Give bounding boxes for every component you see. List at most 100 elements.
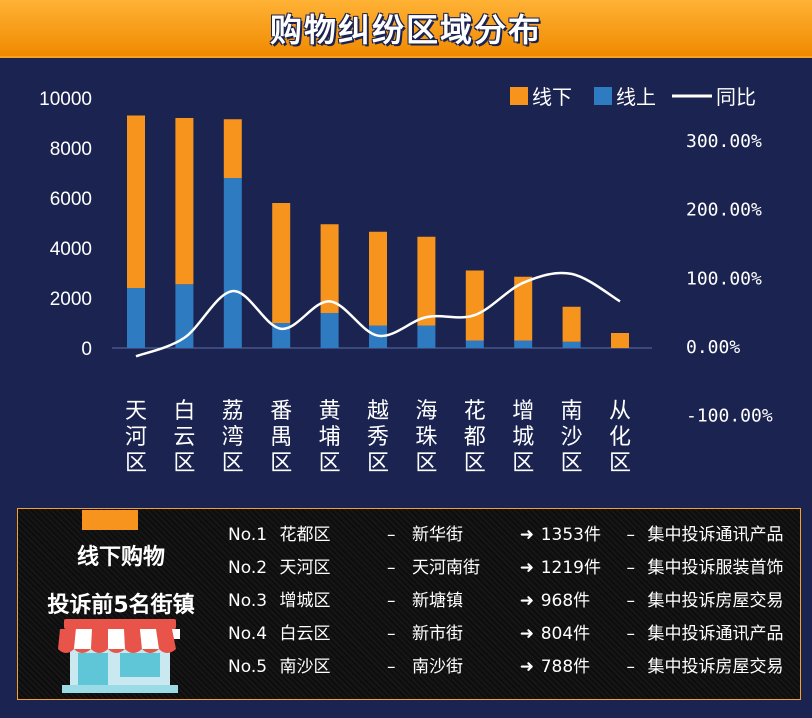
x-tick-label: 荔 bbox=[222, 399, 244, 424]
x-tick-label: 秀 bbox=[367, 425, 389, 450]
x-tick-label: 化 bbox=[609, 425, 631, 450]
ranking-no: No.3 bbox=[228, 591, 268, 611]
ranking-no: No.2 bbox=[228, 558, 268, 578]
yoy-line bbox=[135, 271, 621, 358]
x-tick-label: 河 bbox=[125, 425, 147, 450]
ranking-dash2: – bbox=[626, 657, 635, 677]
ranking-dash2: – bbox=[626, 591, 635, 611]
ranking-dash1: – bbox=[387, 558, 396, 578]
y-tick-label: 10000 bbox=[39, 89, 92, 110]
y-tick-label: 2000 bbox=[50, 289, 92, 310]
x-tick-label: 南 bbox=[561, 399, 583, 424]
x-tick-label: 区 bbox=[173, 451, 195, 476]
x-tick-label: 越 bbox=[367, 399, 389, 424]
ranking-note: 集中投诉房屋交易 bbox=[647, 591, 784, 611]
x-tick-label: 增 bbox=[512, 399, 534, 424]
x-tick-label: 云 bbox=[173, 425, 195, 450]
x-tick-label: 禺 bbox=[270, 425, 292, 450]
x-tick-label: 黄 bbox=[319, 399, 341, 424]
ranking-arrow: ➜ bbox=[519, 657, 534, 677]
ranking-note: 集中投诉服装首饰 bbox=[647, 558, 784, 578]
x-tick-label: 白 bbox=[173, 399, 195, 424]
bar-offline bbox=[611, 333, 629, 348]
bar-online bbox=[175, 284, 194, 348]
y-tick-label: 0 bbox=[81, 339, 92, 360]
title-bar: 购物纠纷区域分布 bbox=[0, 0, 812, 58]
page-title: 购物纠纷区域分布 bbox=[269, 11, 542, 49]
ranking-no: No.4 bbox=[228, 624, 268, 644]
ranking-street: 新塘镇 bbox=[412, 591, 464, 611]
x-tick-label: 从 bbox=[609, 399, 631, 424]
ranking-note: 集中投诉通讯产品 bbox=[647, 624, 784, 644]
x-tick-label: 珠 bbox=[415, 425, 437, 450]
x-tick-label: 区 bbox=[367, 451, 389, 476]
ranking-row: No.5 南沙区 – 南沙街 ➜ 788件 – 集中投诉房屋交易 bbox=[228, 651, 796, 684]
ranking-dash1: – bbox=[387, 657, 396, 677]
x-tick-label: 湾 bbox=[222, 425, 244, 450]
ranking-dash2: – bbox=[626, 525, 635, 545]
bar-offline bbox=[562, 306, 581, 342]
ranking-row: No.3 增城区 – 新塘镇 ➜ 968件 – 集中投诉房屋交易 bbox=[228, 585, 796, 618]
y-tick-label: 8000 bbox=[50, 139, 92, 160]
legend-label: 线下 bbox=[532, 85, 572, 109]
bar-offline bbox=[514, 276, 533, 341]
legend-label: 线上 bbox=[616, 85, 656, 109]
ranking-count: 804件 bbox=[540, 624, 591, 644]
ranking-dash2: – bbox=[626, 624, 635, 644]
ranking-arrow: ➜ bbox=[519, 558, 534, 578]
ranking-district: 增城区 bbox=[279, 591, 331, 611]
bar-offline bbox=[465, 270, 484, 341]
ranking-count: 1219件 bbox=[540, 558, 601, 578]
ranking-street: 新市街 bbox=[412, 624, 464, 644]
ranking-street: 天河南街 bbox=[412, 558, 481, 578]
x-tick-label: 区 bbox=[561, 451, 583, 476]
x-tick-label: 区 bbox=[222, 451, 244, 476]
ranking-title-line1: 线下购物 bbox=[76, 545, 165, 570]
ranking-count: 1353件 bbox=[540, 525, 601, 545]
ranking-row: No.1 花都区 – 新华街 ➜ 1353件 – 集中投诉通讯产品 bbox=[228, 519, 796, 552]
legend-label: 同比 bbox=[716, 85, 756, 109]
x-tick-label: 埔 bbox=[319, 425, 341, 450]
ranking-arrow: ➜ bbox=[519, 624, 534, 644]
y2-tick-label: -100.00% bbox=[686, 406, 773, 427]
bar-online bbox=[562, 341, 581, 348]
bar-offline bbox=[175, 118, 194, 285]
ranking-count: 968件 bbox=[540, 591, 591, 611]
ranking-dash2: – bbox=[626, 558, 635, 578]
bar-online bbox=[127, 288, 145, 348]
decorative-tab bbox=[82, 510, 138, 530]
ranking-panel: 线下购物 投诉前5名街镇 No.1 花都区 – 新华街 ➜ 1353件 – 集中投诉通讯产品 N… bbox=[17, 508, 801, 700]
ranking-street: 南沙街 bbox=[412, 657, 464, 677]
legend-swatch bbox=[510, 87, 528, 105]
x-tick-label: 海 bbox=[415, 399, 437, 424]
dispute-chart: 10000 8000 6000 4000 2000 0 300.00% 200.00% 100.… bbox=[39, 85, 773, 476]
ranking-district: 天河区 bbox=[279, 558, 331, 578]
legend-swatch bbox=[594, 87, 612, 105]
x-tick-label: 区 bbox=[609, 451, 631, 476]
ranking-count: 788件 bbox=[540, 657, 591, 677]
ranking-dash1: – bbox=[387, 624, 396, 644]
x-tick-label: 沙 bbox=[561, 425, 583, 450]
y2-tick-label: 300.00% bbox=[686, 131, 762, 152]
ranking-dash1: – bbox=[387, 591, 396, 611]
bar-online bbox=[320, 313, 339, 348]
y2-tick-label: 100.00% bbox=[686, 268, 762, 289]
bar-offline bbox=[223, 119, 242, 178]
x-tick-label: 番 bbox=[270, 399, 292, 424]
ranking-dash1: – bbox=[387, 525, 396, 545]
bar-online bbox=[223, 178, 242, 348]
x-tick-label: 区 bbox=[415, 451, 437, 476]
bar-offline bbox=[369, 231, 387, 326]
bar-online bbox=[417, 325, 436, 348]
ranking-arrow: ➜ bbox=[519, 525, 534, 545]
ranking-no: No.1 bbox=[228, 525, 268, 545]
x-tick-label: 天 bbox=[125, 399, 147, 424]
ranking-row: No.4 白云区 – 新市街 ➜ 804件 – 集中投诉通讯产品 bbox=[228, 618, 796, 651]
x-tick-label: 区 bbox=[125, 451, 147, 476]
bar-offline bbox=[320, 224, 339, 313]
x-tick-label: 城 bbox=[512, 425, 534, 450]
storefront-icon bbox=[58, 619, 180, 693]
x-tick-label: 区 bbox=[464, 451, 486, 476]
x-tick-label: 花 bbox=[464, 399, 486, 424]
x-tick-label: 区 bbox=[319, 451, 341, 476]
